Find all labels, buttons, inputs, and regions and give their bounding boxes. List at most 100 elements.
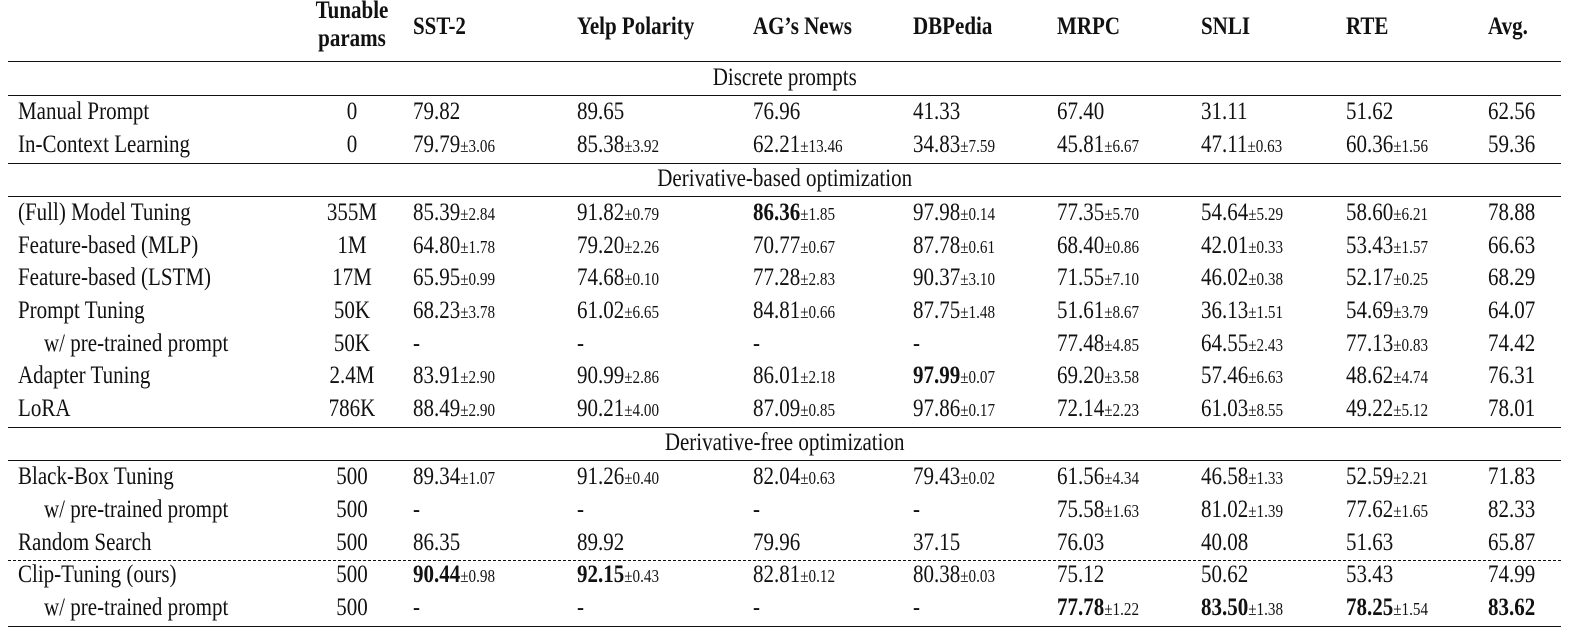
column-header: SNLI [1201,13,1251,40]
cell-value: 66.63 [1488,231,1536,259]
cell-value: 53.43 [1346,561,1394,589]
table-cell: 89.34±1.07 [413,461,495,494]
table-cell: 90.44±0.98 [413,559,495,592]
table-cell: 68.29 [1488,262,1535,294]
cell-value: 76.03 [1057,528,1105,556]
table-cell: 48.62±4.74 [1346,360,1428,393]
table-cell: 86.35 [413,527,460,559]
cell-value: - [913,593,920,621]
cell-value: - [753,329,760,357]
row-params: 500 [336,496,368,523]
cell-std: ±2.18 [800,367,836,388]
cell-value: 77.35 [1057,199,1105,227]
table-cell: 65.95±0.99 [413,262,495,295]
section-title-text: Derivative-free optimization [664,429,905,457]
table-cell: 66.63 [1488,230,1535,262]
header-rule [8,61,1561,62]
row-params: 500 [336,593,368,621]
cell-std: ±2.86 [624,367,660,388]
header-params-line1: Tunable [315,0,389,24]
row-params: 50K [333,297,371,324]
cell-value: - [753,593,760,621]
cell-std: ±0.98 [460,566,496,587]
table-cell: 36.13±1.51 [1201,295,1283,328]
row-params: 355M [326,199,378,227]
cell-value: 79.20 [577,231,625,259]
cell-std: ±2.84 [460,204,496,225]
table-cell: 47.11±0.63 [1201,129,1282,162]
row-label: Feature-based (MLP) [18,231,199,259]
table-cell: 78.88 [1488,197,1535,229]
cell-value: 62.21 [753,130,801,158]
cell-value: 91.82 [577,199,625,227]
table-cell: 77.48±4.85 [1057,328,1139,361]
column-header: AG’s News [753,13,852,40]
cell-value: 46.58 [1201,463,1249,491]
cell-value: 79.96 [753,528,801,556]
cell-value: 82.81 [753,561,801,589]
cell-value: 65.87 [1488,528,1536,556]
row-label: w/ pre-trained prompt [44,593,229,621]
cell-std: ±0.85 [800,399,836,420]
cell-std: ±0.61 [960,236,996,257]
cell-std: ±0.10 [624,269,660,290]
cell-value: - [413,329,420,357]
row-label: (Full) Model Tuning [18,199,191,227]
cell-value: - [577,593,584,621]
table-cell: 68.23±3.78 [413,295,495,328]
cell-value: 77.28 [753,264,801,292]
cell-std: ±8.67 [1104,302,1140,322]
cell-std: ±1.57 [1393,236,1429,257]
row-params: 500 [336,528,368,556]
section-end-rule [8,163,1561,165]
column-header: MRPC [1057,13,1120,40]
table-cell: 87.78±0.61 [913,230,995,263]
cell-std: ±2.21 [1393,468,1429,489]
table-cell: - [577,328,584,360]
row-params: 17M [332,264,372,292]
cell-std: ±1.39 [1248,501,1284,521]
cell-value: 91.26 [577,463,625,491]
table-cell: 50.62 [1201,559,1248,591]
table-cell: 75.12 [1057,559,1104,591]
table-cell: 89.65 [577,96,624,128]
section-title: Derivative-based optimization [8,163,1561,195]
cell-value: 71.83 [1488,463,1536,491]
table-cell: 75.58±1.63 [1057,494,1139,527]
cell-value: 72.14 [1057,394,1105,422]
table-cell: 79.82 [413,96,460,128]
table-cell: 74.68±0.10 [577,262,659,295]
cell-value: 40.08 [1201,528,1249,556]
table-cell: 83.50±1.38 [1201,592,1283,625]
cell-std: ±2.90 [460,367,496,388]
cell-std: ±0.12 [800,566,836,587]
cell-value: - [913,329,920,357]
cell-value: 74.99 [1488,561,1536,589]
cell-std: ±1.22 [1104,598,1140,619]
cell-std: ±1.07 [460,468,496,489]
cell-value: 79.79 [413,130,461,158]
cell-value: 75.58 [1057,496,1105,523]
table-cell: 86.01±2.18 [753,360,835,393]
cell-std: ±1.51 [1248,302,1284,322]
table-cell: 64.80±1.78 [413,230,495,263]
table-cell: 61.03±8.55 [1201,393,1283,426]
cell-value: 42.01 [1201,231,1249,259]
cell-value: 36.13 [1201,297,1249,324]
table-cell: 65.87 [1488,527,1535,559]
table-cell: - [753,328,760,360]
section-rule [8,460,1561,462]
cell-value: - [753,496,760,523]
table-cell: 54.69±3.79 [1346,295,1428,328]
table-cell: 69.20±3.58 [1057,360,1139,393]
cell-std: ±1.78 [460,236,496,257]
table-cell: 79.79±3.06 [413,129,495,162]
table-cell: 78.25±1.54 [1346,592,1428,625]
cell-std: ±4.00 [624,399,660,420]
row-label: Manual Prompt [18,98,150,125]
cell-std: ±0.63 [1247,135,1283,156]
table-cell: 49.22±5.12 [1346,393,1428,426]
cell-std: ±0.38 [1248,269,1284,290]
cell-std: ±0.25 [1393,269,1429,290]
row-params: 2.4M [329,362,375,390]
